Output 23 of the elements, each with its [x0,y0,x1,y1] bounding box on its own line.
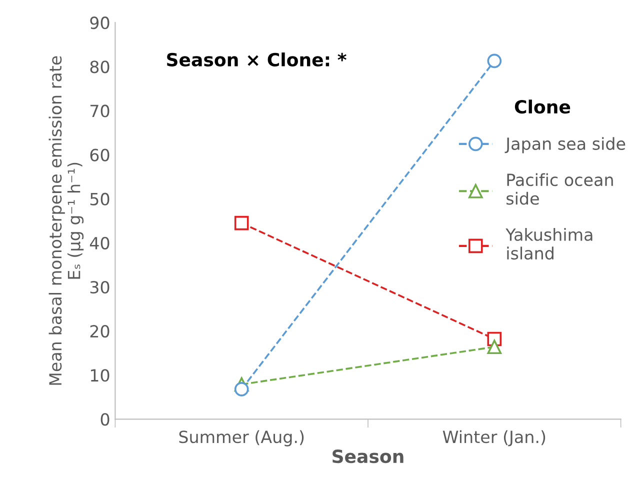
y-tick-label: 30 [90,280,110,294]
point [234,382,249,396]
legend-label: Pacific ocean side [506,173,613,205]
x-tick-label: Summer (Aug.) [179,430,304,446]
y-axis-title: Mean basal monoterpene emission rate Eₛ (µg g⁻¹ h⁻¹) [48,56,84,385]
y-tick-label: 0 [100,413,110,426]
y-tick-label: 40 [90,236,110,250]
y-tick-label: 50 [90,192,110,206]
y-tick-label: 10 [90,369,110,382]
y-tick-label: 80 [90,60,110,74]
annotation: Season × Clone: * [167,52,346,66]
y-tick-label: 20 [90,325,110,338]
point [487,340,502,354]
legend-title: Clone [514,100,570,114]
x-tick-label: Winter (Jan.) [442,430,546,446]
legend-label: Yakushima island [506,228,592,260]
legend-label: Japan sea side [504,137,626,154]
point [234,216,249,230]
y-tick-label: 60 [90,148,110,162]
y-tick-label: 90 [90,16,110,30]
y-tick-label: 70 [90,104,110,118]
point [487,54,502,68]
x-axis-title: Season [332,450,404,464]
